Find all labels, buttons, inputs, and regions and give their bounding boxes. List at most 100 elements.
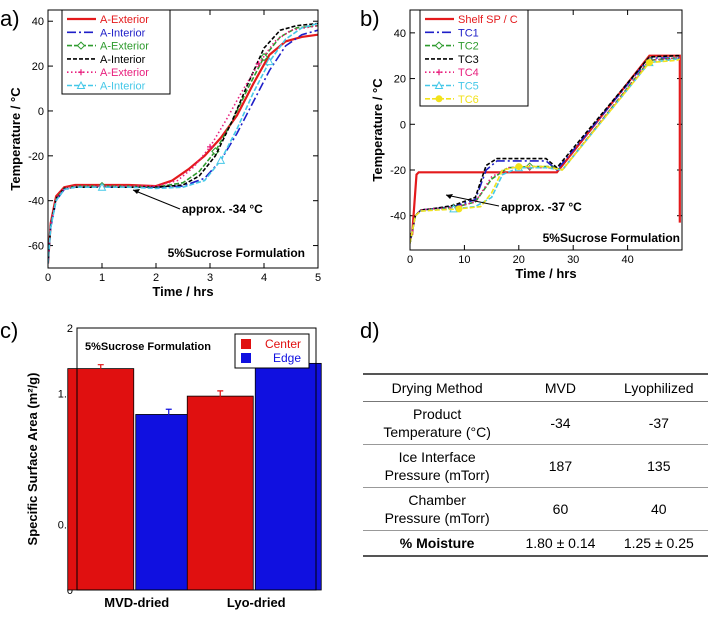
error-bar xyxy=(217,390,224,402)
table-row-label: Ice Interface Pressure (mTorr) xyxy=(363,444,512,488)
data-marker xyxy=(76,41,86,50)
series-group xyxy=(48,22,318,264)
x-tick-label: 30 xyxy=(567,254,579,266)
x-tick-label: 10 xyxy=(458,254,470,266)
x-tick-label: 2 xyxy=(153,272,159,284)
plot-frame xyxy=(76,327,317,591)
y-tick-label: -20 xyxy=(28,151,44,163)
panel-label-c: c) xyxy=(0,318,19,343)
legend-entry: Center xyxy=(265,337,301,351)
x-tick-label: 0 xyxy=(407,254,413,266)
y-tick-label: 20 xyxy=(32,61,44,73)
series-line-1 xyxy=(48,33,318,264)
table-row: % Moisture 1.80 ± 0.14 1.25 ± 0.25 xyxy=(363,530,708,557)
series-line-5 xyxy=(48,24,318,264)
formulation-note: 5%Sucrose Formulation xyxy=(168,246,305,260)
y-tick-label: 0 xyxy=(67,585,73,597)
series-line-6 xyxy=(48,22,318,264)
legend-entry: Shelf SP / C xyxy=(458,14,518,26)
x-tick-label: 1 xyxy=(99,272,105,284)
annotation-arrow xyxy=(132,189,181,210)
legend-entry: TC1 xyxy=(458,27,479,39)
label-line-1: Ice Interface xyxy=(398,449,476,465)
data-marker xyxy=(435,95,443,103)
chart-title: 5%Sucrose Formulation xyxy=(85,341,211,353)
x-axis-label: Time / hrs xyxy=(152,284,213,299)
legend-swatch xyxy=(241,353,251,363)
annotation-arrowhead xyxy=(133,189,140,194)
table-cell-lyo: 40 xyxy=(609,487,708,531)
x-category-label: MVD-dried xyxy=(104,595,169,610)
label-line-2: Temperature (°C) xyxy=(383,424,491,440)
table-cell-mvd: 1.80 ± 0.14 xyxy=(511,530,610,557)
x-tick-label: 5 xyxy=(315,272,321,284)
table-row: Product Temperature (°C) -34 -37 xyxy=(363,401,708,445)
series-line-7 xyxy=(410,58,681,244)
table-cell-lyo: -37 xyxy=(609,401,708,445)
y-axis-label: Temperature / °C xyxy=(8,87,23,191)
legend-box xyxy=(61,9,171,95)
table-row-label: Chamber Pressure (mTorr) xyxy=(363,487,512,531)
label-line-2: Pressure (mTorr) xyxy=(384,510,490,526)
bar-edge xyxy=(254,362,322,591)
series-line-4 xyxy=(48,22,318,264)
table-row: Ice Interface Pressure (mTorr) 187 135 xyxy=(363,444,708,488)
legend-entry: TC2 xyxy=(458,41,479,53)
plot-frame xyxy=(409,9,683,251)
legend-entry: A-Exterior xyxy=(100,67,149,79)
table-header-row: Drying Method MVD Lyophilized xyxy=(363,373,708,402)
annotation-text: approx. -37 °C xyxy=(501,200,582,214)
data-marker xyxy=(434,41,444,50)
table-cell-lyo: 1.25 ± 0.25 xyxy=(609,530,708,557)
table-cell-lyo: 135 xyxy=(609,444,708,488)
y-tick-label: 40 xyxy=(394,28,406,40)
legend-entry: A-Exterior xyxy=(100,14,149,26)
table-row-label: % Moisture xyxy=(363,530,512,557)
x-category-label: Lyo-dried xyxy=(227,595,286,610)
panel-label-d: d) xyxy=(360,318,380,343)
error-bar xyxy=(165,408,172,420)
legend-entry: TC4 xyxy=(458,67,479,79)
table-row-label: Product Temperature (°C) xyxy=(363,401,512,445)
y-tick-label: -60 xyxy=(28,241,44,253)
data-marker xyxy=(265,57,274,66)
table-header-cell: MVD xyxy=(511,373,610,402)
y-tick-label: 0 xyxy=(400,119,406,131)
table-header-cell: Lyophilized xyxy=(609,373,708,402)
plot-frame xyxy=(47,9,319,269)
y-tick-label: 2 xyxy=(67,323,73,335)
y-tick-label: 0 xyxy=(38,106,44,118)
y-tick-label: 20 xyxy=(394,74,406,86)
panel-label-a: a) xyxy=(0,6,20,31)
annotation-arrow xyxy=(445,194,500,207)
label-line-1: Product xyxy=(413,406,462,422)
data-marker xyxy=(76,80,86,89)
data-marker xyxy=(207,143,213,150)
table-cell-mvd: -34 xyxy=(511,401,610,445)
x-tick-label: 40 xyxy=(621,254,633,266)
series-line-5 xyxy=(410,57,680,244)
table-header-cell: Drying Method xyxy=(363,373,512,402)
legend-entry: A-Interior xyxy=(100,27,146,39)
error-bar xyxy=(97,364,104,373)
data-marker xyxy=(97,182,107,191)
table-cell-mvd: 187 xyxy=(511,444,610,488)
legend-box xyxy=(419,9,529,107)
data-marker xyxy=(255,60,262,67)
legend-entry: A-Interior xyxy=(100,81,146,93)
x-tick-label: 4 xyxy=(261,272,267,284)
bar-center xyxy=(186,395,254,591)
series-group xyxy=(410,54,681,244)
data-marker xyxy=(78,69,84,76)
data-marker xyxy=(436,69,442,76)
label-line-2: Pressure (mTorr) xyxy=(384,467,490,483)
legend-entry: A-Exterior xyxy=(100,41,149,53)
table-cell-mvd: 60 xyxy=(511,487,610,531)
data-marker xyxy=(645,59,653,67)
chart-a-temperature-profile: 0 1 2 3 4 5 -60 -40 -20 0 20 40 Time / hrs Temperatur… xyxy=(8,9,321,299)
legend-entry: TC6 xyxy=(458,94,479,106)
y-axis-label: Specific Surface Area (m²/g) xyxy=(25,373,40,546)
x-tick-label: 0 xyxy=(45,272,51,284)
annotation-text: approx. -34 °C xyxy=(182,202,263,216)
x-tick-label: 3 xyxy=(207,272,213,284)
